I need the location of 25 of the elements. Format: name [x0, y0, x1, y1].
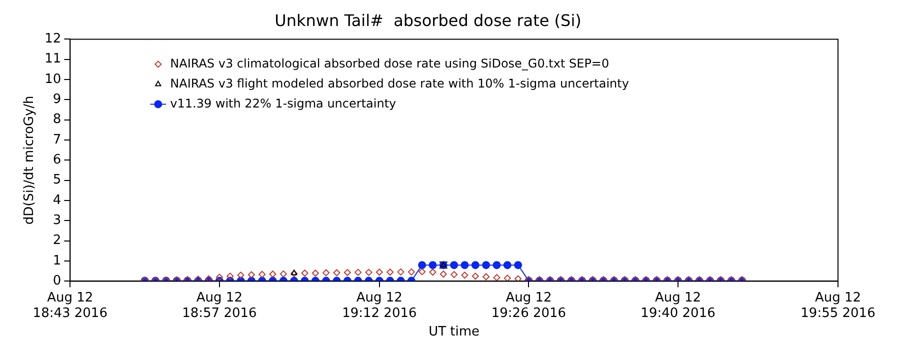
y-tick-label: 12 [44, 32, 62, 47]
y-tick-label: 3 [52, 213, 62, 228]
x-tick-label: Aug 12 19:26 2016 [491, 290, 566, 321]
y-tick-label: 2 [52, 233, 62, 248]
x-tick-label: Aug 12 18:57 2016 [182, 290, 257, 321]
y-tick-label: 7 [52, 132, 62, 148]
chart-title: Unknwn Tail# absorbed dose rate (Si) [274, 10, 582, 30]
y-tick-label: 11 [44, 52, 62, 67]
legend-label: NAIRAS v3 climatological absorbed dose rate using SiDose_G0.txt SEP=0 [170, 56, 610, 70]
y-tick-label: 4 [52, 192, 62, 208]
x-tick-label: Aug 12 19:12 2016 [342, 290, 417, 321]
legend-label: NAIRAS v3 flight modeled absorbed dose rate with 10% 1-sigma uncertainty [170, 76, 629, 90]
y-tick-label: 1 [52, 253, 62, 268]
y-tick-label: 6 [52, 152, 62, 168]
y-tick-label: 5 [52, 172, 62, 188]
x-tick-label: Aug 12 18:43 2016 [32, 290, 108, 321]
legend-label: v11.39 with 22% 1-sigma uncertainty [170, 96, 396, 110]
y-tick-label: 10 [44, 72, 62, 87]
x-tick-label: Aug 12 19:55 2016 [800, 290, 876, 321]
y-tick-label: 9 [52, 92, 62, 108]
y-axis-title: dD(Si)/dt microGy/h [22, 96, 38, 225]
y-tick-label: 8 [52, 112, 62, 128]
y-tick-label: 0 [52, 274, 62, 289]
x-tick-label: Aug 12 19:40 2016 [640, 290, 716, 321]
x-axis-title: UT time [428, 324, 480, 340]
